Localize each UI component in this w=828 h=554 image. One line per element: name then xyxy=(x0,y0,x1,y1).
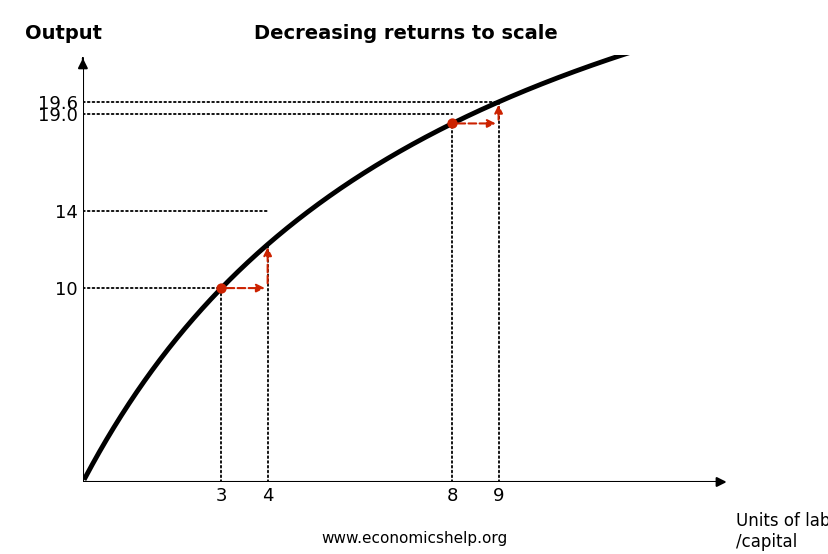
Point xyxy=(214,284,228,293)
Text: www.economicshelp.org: www.economicshelp.org xyxy=(321,531,507,546)
Text: Units of labour
/capital: Units of labour /capital xyxy=(735,512,828,551)
Title: Decreasing returns to scale: Decreasing returns to scale xyxy=(254,24,557,43)
Text: Output: Output xyxy=(25,24,102,43)
Point xyxy=(445,119,459,128)
